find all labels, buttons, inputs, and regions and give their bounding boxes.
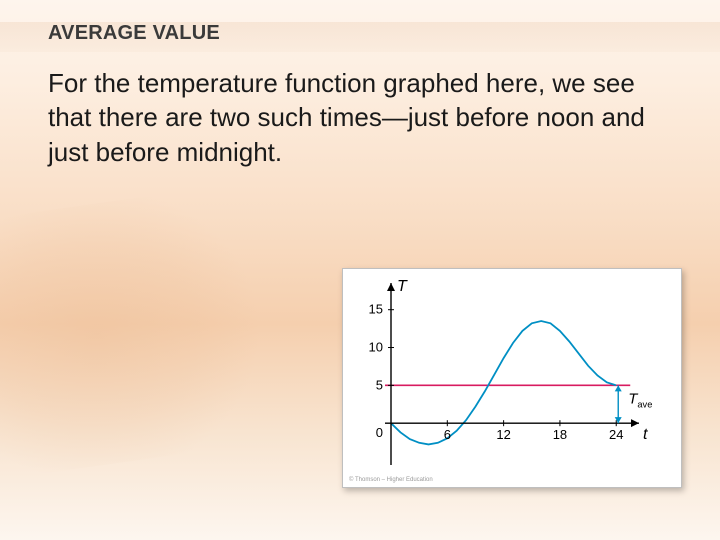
- svg-text:t: t: [643, 426, 648, 443]
- section-title: AVERAGE VALUE: [48, 22, 220, 45]
- svg-text:0: 0: [376, 425, 383, 440]
- svg-text:15: 15: [369, 302, 383, 317]
- svg-text:Tave: Tave: [628, 390, 652, 409]
- temperature-chart: 6 12 18 24 5 10 15 0 Tt Tave © Thomson – Higher E…: [342, 268, 682, 488]
- svg-text:10: 10: [369, 340, 383, 355]
- body-paragraph: For the temperature function graphed her…: [48, 66, 672, 169]
- background-watermark: [0, 178, 316, 483]
- svg-text:18: 18: [553, 427, 567, 442]
- chart-svg: 6 12 18 24 5 10 15 0 Tt Tave: [343, 269, 683, 489]
- svg-text:T: T: [397, 278, 408, 295]
- svg-text:24: 24: [609, 427, 623, 442]
- svg-text:12: 12: [496, 427, 510, 442]
- svg-text:5: 5: [376, 377, 383, 392]
- svg-text:6: 6: [444, 427, 451, 442]
- figure-copyright: © Thomson – Higher Education: [349, 477, 433, 483]
